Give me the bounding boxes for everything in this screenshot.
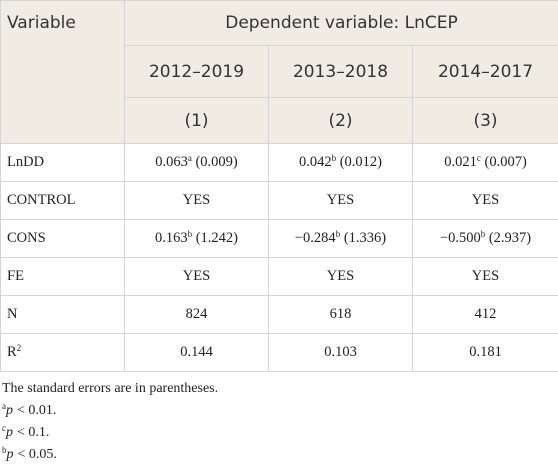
cell-value: −0.500: [440, 230, 481, 246]
superscript: b: [2, 445, 7, 455]
label-text: FE: [7, 268, 24, 284]
header-cell: (1): [125, 98, 269, 144]
std-error: (0.012): [340, 154, 382, 170]
row: N 824 618 412: [1, 296, 558, 334]
std-error: (1.336): [344, 230, 386, 246]
superscript: b: [332, 153, 337, 163]
header-cell: 2012–2019: [125, 46, 269, 98]
cell: 0.103: [269, 334, 413, 372]
cell-value: 0.042: [299, 154, 332, 170]
cell: YES: [413, 182, 558, 220]
row: FE YES YES YES: [1, 258, 558, 296]
cell-value: −0.284: [295, 230, 336, 246]
note-text: < 0.01.: [17, 403, 56, 418]
header-cell: Dependent variable: LnCEP: [125, 1, 558, 46]
cell-value: 618: [330, 306, 352, 322]
note: ap< 0.01.: [2, 400, 558, 422]
std-error: (0.007): [484, 154, 526, 170]
header-cell: 2013–2018: [269, 46, 413, 98]
cell: 0.063a (0.009): [125, 144, 269, 182]
cell-value: 0.103: [324, 344, 357, 360]
cell-value: YES: [183, 268, 210, 284]
cell: YES: [413, 258, 558, 296]
cell: 412: [413, 296, 558, 334]
label-text: CONTROL: [7, 192, 75, 208]
cell-value: 0.144: [180, 344, 213, 360]
cell-value: 412: [475, 306, 497, 322]
header-cell: (2): [269, 98, 413, 144]
cell-value: 0.021: [444, 154, 477, 170]
label-text: LnDD: [7, 154, 44, 170]
label-text: R: [7, 344, 17, 360]
superscript: b: [481, 229, 486, 239]
cell-value: YES: [327, 192, 354, 208]
cell-value: YES: [472, 192, 499, 208]
superscript: b: [336, 229, 341, 239]
cell: YES: [125, 182, 269, 220]
cell: YES: [269, 258, 413, 296]
row-label: CONS: [1, 220, 125, 258]
cell: 824: [125, 296, 269, 334]
note: bp < 0.05.: [2, 444, 558, 466]
row-label: FE: [1, 258, 125, 296]
row-label: CONTROL: [1, 182, 125, 220]
cell-value: YES: [327, 268, 354, 284]
cell: 0.021c (0.007): [413, 144, 558, 182]
std-error: (1.242): [196, 230, 238, 246]
note-text: < 0.1.: [17, 425, 49, 440]
note-variable: p: [7, 447, 14, 462]
cell: 0.163b (1.242): [125, 220, 269, 258]
row-label: R2: [1, 334, 125, 372]
label-text: N: [7, 306, 17, 322]
cell: 0.181: [413, 334, 558, 372]
header-cell: (3): [413, 98, 558, 144]
row-label: LnDD: [1, 144, 125, 182]
cell-value: 0.181: [469, 344, 502, 360]
cell: 618: [269, 296, 413, 334]
cell: 0.042b (0.012): [269, 144, 413, 182]
cell-value: YES: [472, 268, 499, 284]
label-text: CONS: [7, 230, 46, 246]
cell: YES: [269, 182, 413, 220]
std-error: (2.937): [489, 230, 531, 246]
row: CONTROL YES YES YES: [1, 182, 558, 220]
note-variable: p: [6, 425, 13, 440]
superscript: 2: [17, 343, 22, 353]
note-variable: p: [6, 403, 13, 418]
note: The standard errors are in parentheses.: [2, 378, 558, 400]
superscript: b: [188, 229, 193, 239]
cell: 0.144: [125, 334, 269, 372]
cell: −0.284b (1.336): [269, 220, 413, 258]
cell-value: 824: [186, 306, 208, 322]
note: cp< 0.1.: [2, 422, 558, 444]
row: R2 0.144 0.103 0.181: [1, 334, 558, 372]
cell-value: 0.063: [155, 154, 188, 170]
cell-value: 0.163: [155, 230, 188, 246]
superscript: a: [188, 153, 192, 163]
row-label: N: [1, 296, 125, 334]
header-cell: 2014–2017: [413, 46, 558, 98]
note-text: < 0.05.: [18, 447, 57, 462]
cell: YES: [125, 258, 269, 296]
superscript: c: [477, 153, 481, 163]
std-error: (0.009): [195, 154, 237, 170]
header-cell: Variable: [1, 1, 125, 144]
cell-value: YES: [183, 192, 210, 208]
cell: −0.500b (2.937): [413, 220, 558, 258]
notes: The standard errors are in parentheses. …: [0, 378, 558, 466]
